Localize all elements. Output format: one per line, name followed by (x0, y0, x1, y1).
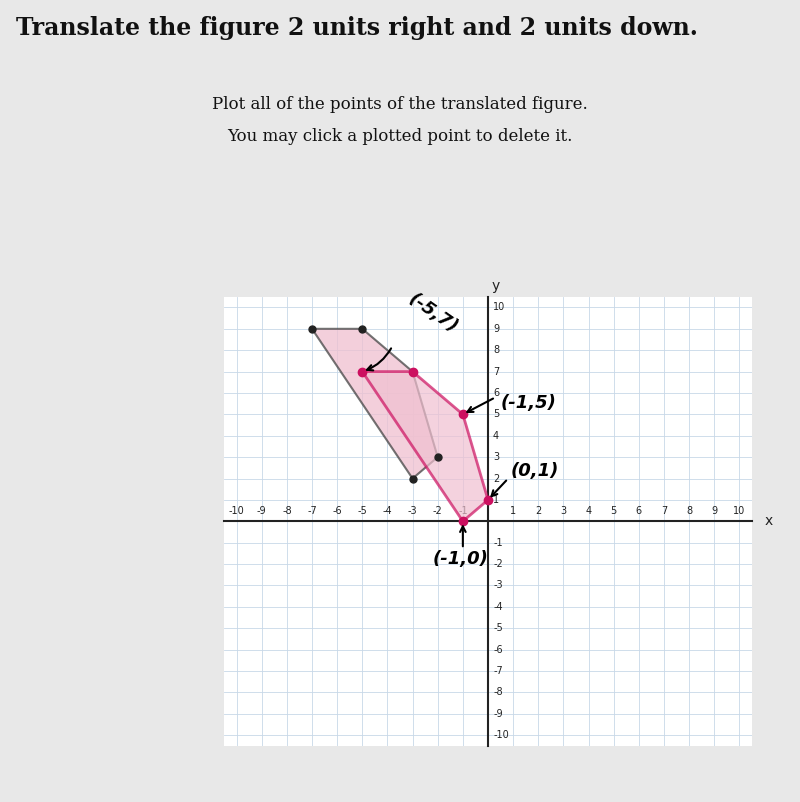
Text: (0,1): (0,1) (510, 463, 559, 480)
Text: 10: 10 (734, 506, 746, 516)
Text: Translate the figure 2 units right and 2 units down.: Translate the figure 2 units right and 2… (16, 16, 698, 40)
Text: 6: 6 (493, 388, 499, 398)
Text: 9: 9 (493, 324, 499, 334)
Text: -9: -9 (257, 506, 266, 516)
Text: -8: -8 (282, 506, 292, 516)
Text: -1: -1 (458, 506, 468, 516)
Polygon shape (312, 329, 438, 479)
Text: 9: 9 (711, 506, 718, 516)
Text: -10: -10 (229, 506, 245, 516)
Text: 8: 8 (493, 345, 499, 355)
Text: (-5,7): (-5,7) (405, 290, 461, 337)
Text: -1: -1 (493, 537, 502, 548)
Text: -6: -6 (493, 645, 502, 654)
Text: 1: 1 (493, 495, 499, 505)
Text: -10: -10 (493, 730, 509, 740)
Text: 1: 1 (510, 506, 516, 516)
Text: (-1,0): (-1,0) (433, 550, 489, 568)
Text: 7: 7 (493, 367, 499, 377)
Text: -8: -8 (493, 687, 502, 698)
Text: 4: 4 (493, 431, 499, 441)
Text: -4: -4 (493, 602, 502, 612)
Text: 5: 5 (610, 506, 617, 516)
Text: -3: -3 (493, 581, 502, 590)
Text: -9: -9 (493, 709, 502, 719)
Text: 3: 3 (493, 452, 499, 462)
Text: -4: -4 (382, 506, 392, 516)
Text: -7: -7 (493, 666, 502, 676)
Text: You may click a plotted point to delete it.: You may click a plotted point to delete … (227, 128, 573, 145)
Text: -6: -6 (332, 506, 342, 516)
Polygon shape (362, 371, 488, 521)
Text: Plot all of the points of the translated figure.: Plot all of the points of the translated… (212, 96, 588, 113)
Text: -5: -5 (493, 623, 502, 634)
Text: 6: 6 (636, 506, 642, 516)
Text: 8: 8 (686, 506, 692, 516)
Text: 2: 2 (493, 473, 499, 484)
Text: 10: 10 (493, 302, 506, 313)
Text: (-1,5): (-1,5) (501, 394, 557, 412)
Text: 3: 3 (560, 506, 566, 516)
Text: -2: -2 (433, 506, 442, 516)
Text: x: x (765, 514, 773, 529)
Text: y: y (492, 279, 500, 293)
Text: -7: -7 (307, 506, 317, 516)
Text: -2: -2 (493, 559, 502, 569)
Text: 2: 2 (535, 506, 542, 516)
Text: 7: 7 (661, 506, 667, 516)
Text: -3: -3 (408, 506, 418, 516)
Text: 4: 4 (586, 506, 592, 516)
Text: 5: 5 (493, 409, 499, 419)
Text: -5: -5 (358, 506, 367, 516)
